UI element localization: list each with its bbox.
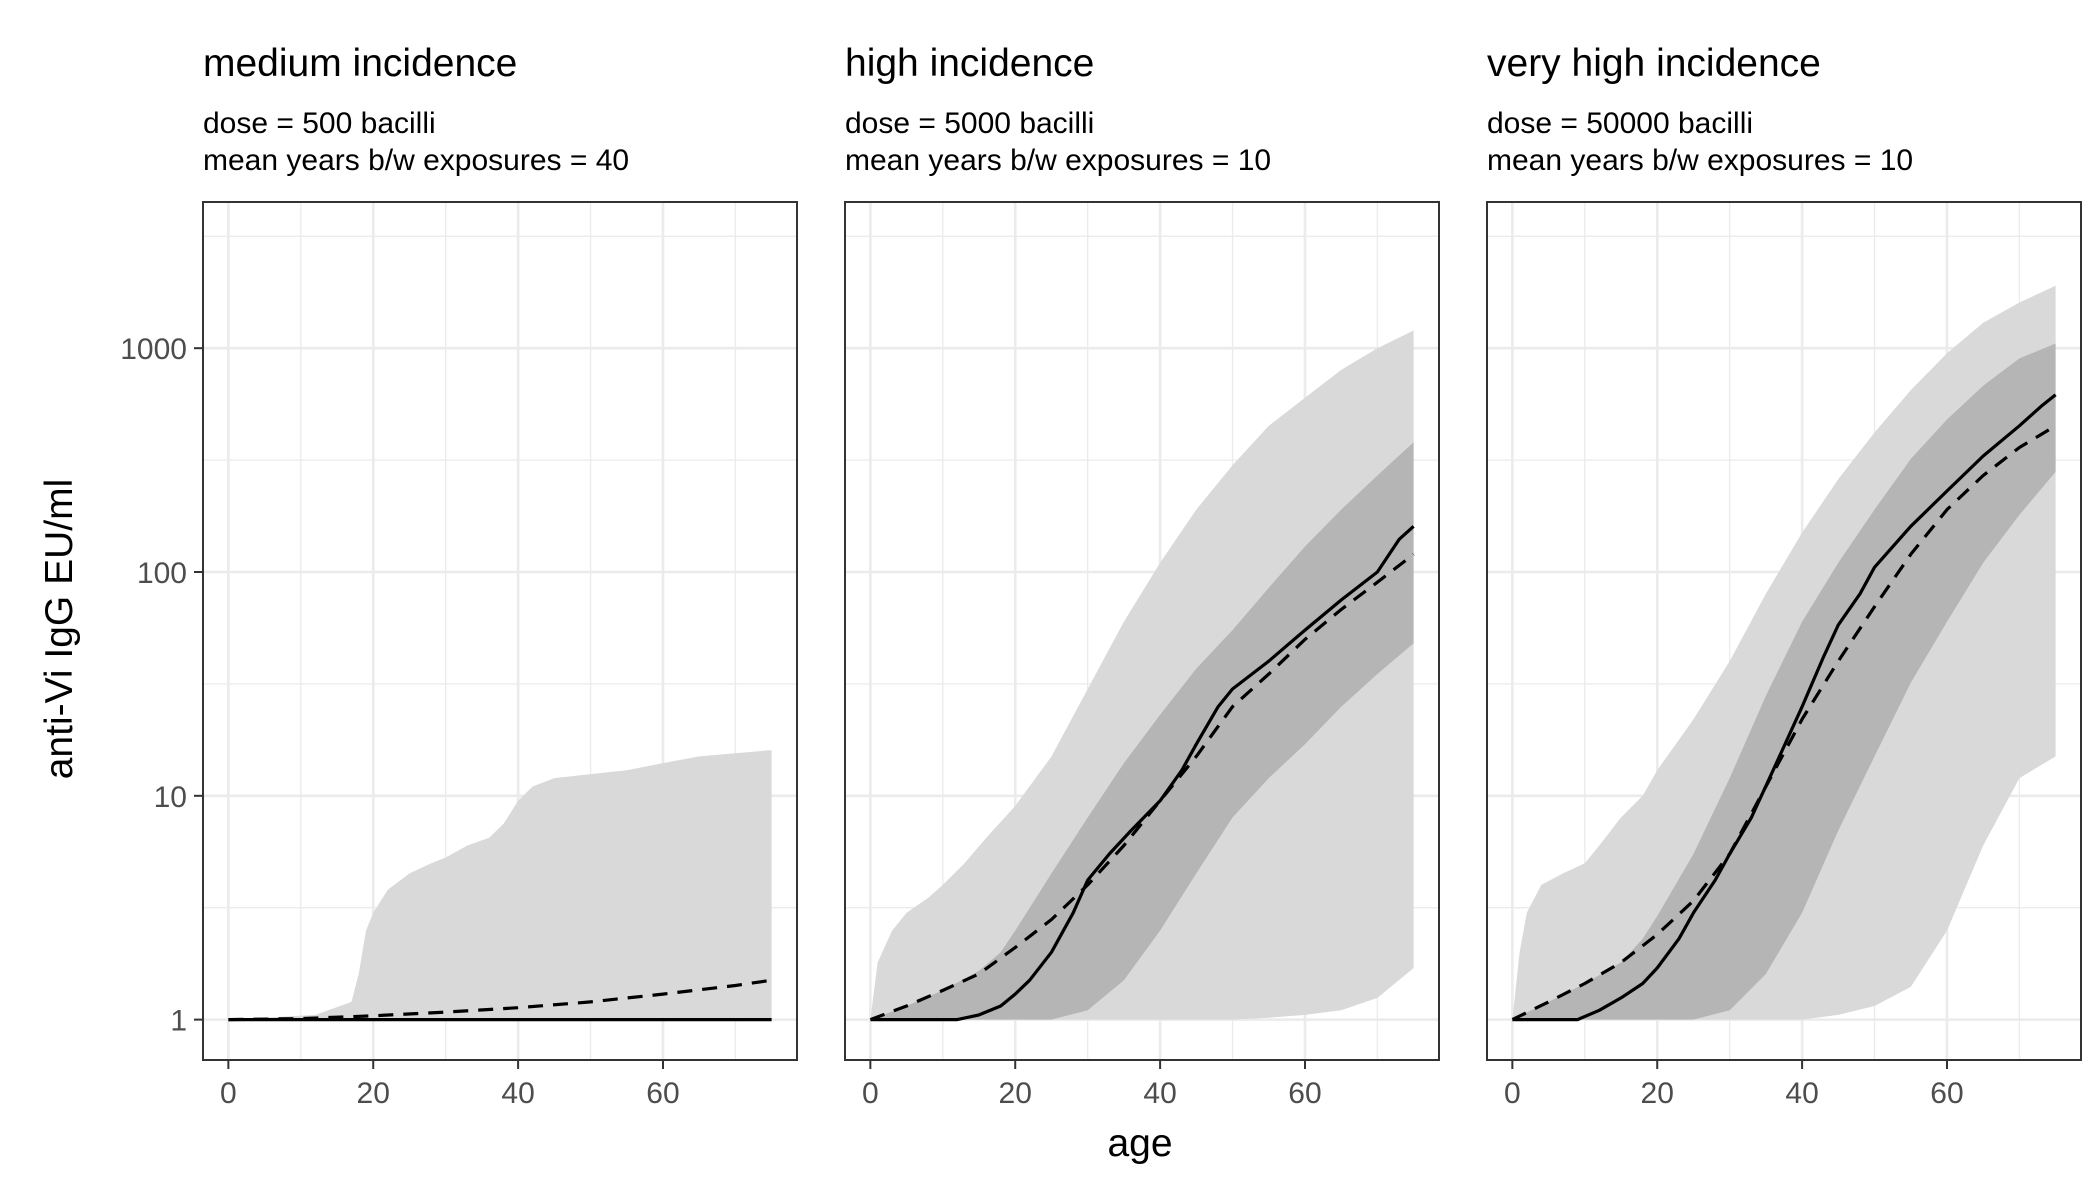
y-tick-label: 10 xyxy=(154,781,187,814)
panel-subtitle-exposures: mean years b/w exposures = 10 xyxy=(1487,144,1913,177)
outer-interval-band xyxy=(228,750,772,1020)
solid-line xyxy=(1512,393,2057,1022)
x-tick-label: 0 xyxy=(1504,1077,1521,1110)
solid-line xyxy=(870,525,1415,1022)
x-tick-label: 40 xyxy=(501,1077,534,1110)
dashed-line xyxy=(228,978,772,1022)
x-tick-label: 40 xyxy=(1143,1077,1176,1110)
panel-2: high incidence dose = 5000 bacilli mean ye… xyxy=(844,42,1440,1110)
dashed-line xyxy=(1511,424,2057,1022)
inner-interval-band xyxy=(870,442,1414,1020)
y-tick-label: 1 xyxy=(170,1005,187,1038)
panel-subtitle-dose: dose = 500 bacilli xyxy=(203,107,436,140)
panel-border xyxy=(1486,201,2082,1061)
y-tick-label: 1000 xyxy=(120,333,187,366)
inner-interval-band xyxy=(1512,343,2056,1020)
x-tick-label: 20 xyxy=(357,1077,390,1110)
x-tick-label: 60 xyxy=(646,1077,679,1110)
x-tick-label: 0 xyxy=(220,1077,237,1110)
y-axis-label: anti-Vi IgG EU/ml xyxy=(38,479,81,780)
outer-interval-band xyxy=(870,330,1414,1020)
panel-border xyxy=(202,201,798,1061)
x-axis-label: age xyxy=(1107,1122,1172,1165)
panel-title: high incidence xyxy=(845,42,1094,85)
panel-3: very high incidence dose = 50000 bacilli m… xyxy=(1486,42,2082,1110)
x-tick-label: 40 xyxy=(1785,1077,1818,1110)
x-tick-label: 20 xyxy=(999,1077,1032,1110)
panel-subtitle-dose: dose = 5000 bacilli xyxy=(845,107,1094,140)
panel-subtitle-exposures: mean years b/w exposures = 40 xyxy=(203,144,629,177)
x-tick-label: 0 xyxy=(862,1077,879,1110)
x-tick-label: 20 xyxy=(1641,1077,1674,1110)
panel-border xyxy=(844,201,1440,1061)
x-tick-label: 60 xyxy=(1930,1077,1963,1110)
dashed-line xyxy=(869,553,1415,1022)
panel-subtitle-exposures: mean years b/w exposures = 10 xyxy=(845,144,1271,177)
panel-subtitle-dose: dose = 50000 bacilli xyxy=(1487,107,1753,140)
panel-title: very high incidence xyxy=(1487,42,1821,85)
x-tick-label: 60 xyxy=(1288,1077,1321,1110)
panel-title: medium incidence xyxy=(203,42,517,85)
panel-1: medium incidence dose = 500 bacilli mean y… xyxy=(120,42,798,1110)
y-tick-label: 100 xyxy=(137,557,187,590)
panels: medium incidence dose = 500 bacilli mean y… xyxy=(120,42,2082,1110)
